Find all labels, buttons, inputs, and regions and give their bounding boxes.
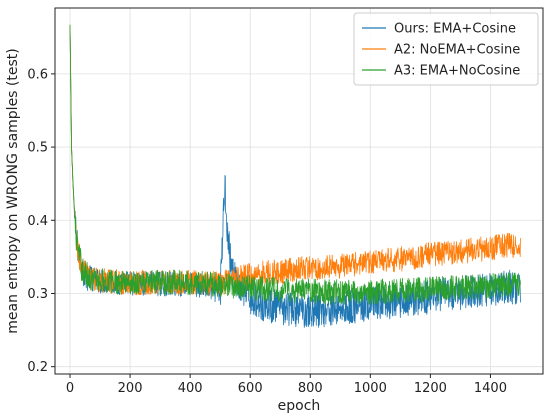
x-tick-label: 1200 xyxy=(414,381,447,396)
legend-label: A2: NoEMA+Cosine xyxy=(394,43,520,58)
y-tick-label: 0.4 xyxy=(27,214,48,229)
plot-series xyxy=(69,24,521,328)
y-tick-label: 0.5 xyxy=(27,141,48,156)
series-line-3 xyxy=(69,24,521,305)
legend-label: A3: EMA+NoCosine xyxy=(394,64,520,79)
x-tick-label: 800 xyxy=(298,381,323,396)
legend: Ours: EMA+Cosine A2: NoEMA+Cosine A3: EMA+… xyxy=(353,12,539,86)
x-tick-label: 600 xyxy=(238,381,263,396)
x-tick-label: 0 xyxy=(66,381,74,396)
y-axis-label: mean entropy on WRONG samples (test) xyxy=(5,48,21,333)
legend-label: Ours: EMA+Cosine xyxy=(394,22,516,37)
x-tick-label: 1400 xyxy=(474,381,507,396)
plot-frame xyxy=(54,7,544,375)
legend-box xyxy=(353,12,539,86)
y-tick-label: 0.3 xyxy=(27,287,48,302)
axis-ticks: 0 200 400 600 800 1000 1200 1400 0.2 0.3 0.4 0.5 0.6 xyxy=(27,67,507,396)
x-tick-label: 400 xyxy=(178,381,203,396)
x-axis-label: epoch xyxy=(278,398,321,414)
y-tick-label: 0.2 xyxy=(27,360,48,375)
y-tick-label: 0.6 xyxy=(27,67,48,82)
x-tick-label: 1000 xyxy=(354,381,387,396)
x-tick-label: 200 xyxy=(118,381,143,396)
